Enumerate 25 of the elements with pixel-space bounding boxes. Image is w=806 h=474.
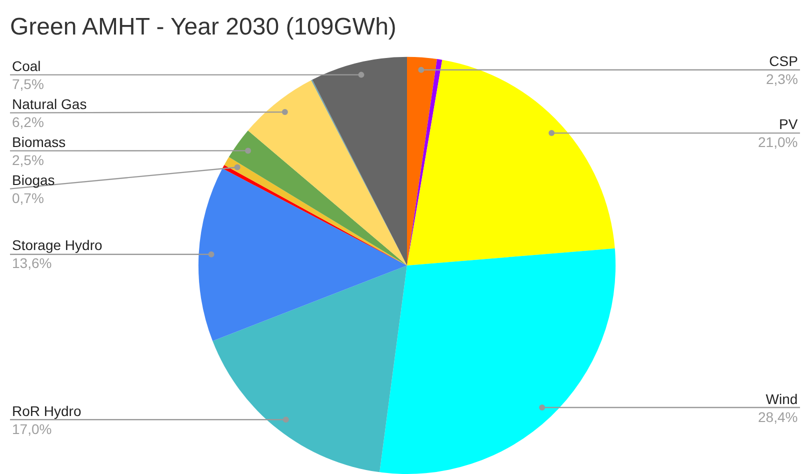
slice-label: PV <box>779 116 798 132</box>
slice-label: Coal <box>12 58 41 74</box>
slice-label: Natural Gas <box>12 96 87 112</box>
data-label: 0,7% <box>12 190 44 206</box>
pie-slice <box>212 265 407 472</box>
data-label: 21,0% <box>758 134 798 150</box>
pie-slice <box>380 248 616 474</box>
pie-slice <box>228 130 407 266</box>
data-label: 17,0% <box>12 421 52 438</box>
pie-slice <box>407 60 615 266</box>
slice-label: Wind <box>766 391 798 407</box>
slice-label: RoR Hydro <box>12 403 82 419</box>
slice-label: Biomass <box>12 134 66 150</box>
data-label: 28,4% <box>758 409 798 426</box>
slice-label: CSP <box>769 53 798 69</box>
slice-label: Biogas <box>12 172 55 188</box>
data-label: 13,6% <box>12 255 52 272</box>
pie-slice <box>248 80 407 266</box>
data-label: 7,5% <box>12 76 44 92</box>
data-label: 2,3% <box>766 71 798 88</box>
data-label: 2,5% <box>12 152 44 168</box>
chart-title: Green AMHT - Year 2030 (109GWh) <box>10 13 396 40</box>
pie-slice <box>198 168 407 341</box>
slice-label: Storage Hydro <box>12 237 102 253</box>
data-label: 6,2% <box>12 114 44 130</box>
